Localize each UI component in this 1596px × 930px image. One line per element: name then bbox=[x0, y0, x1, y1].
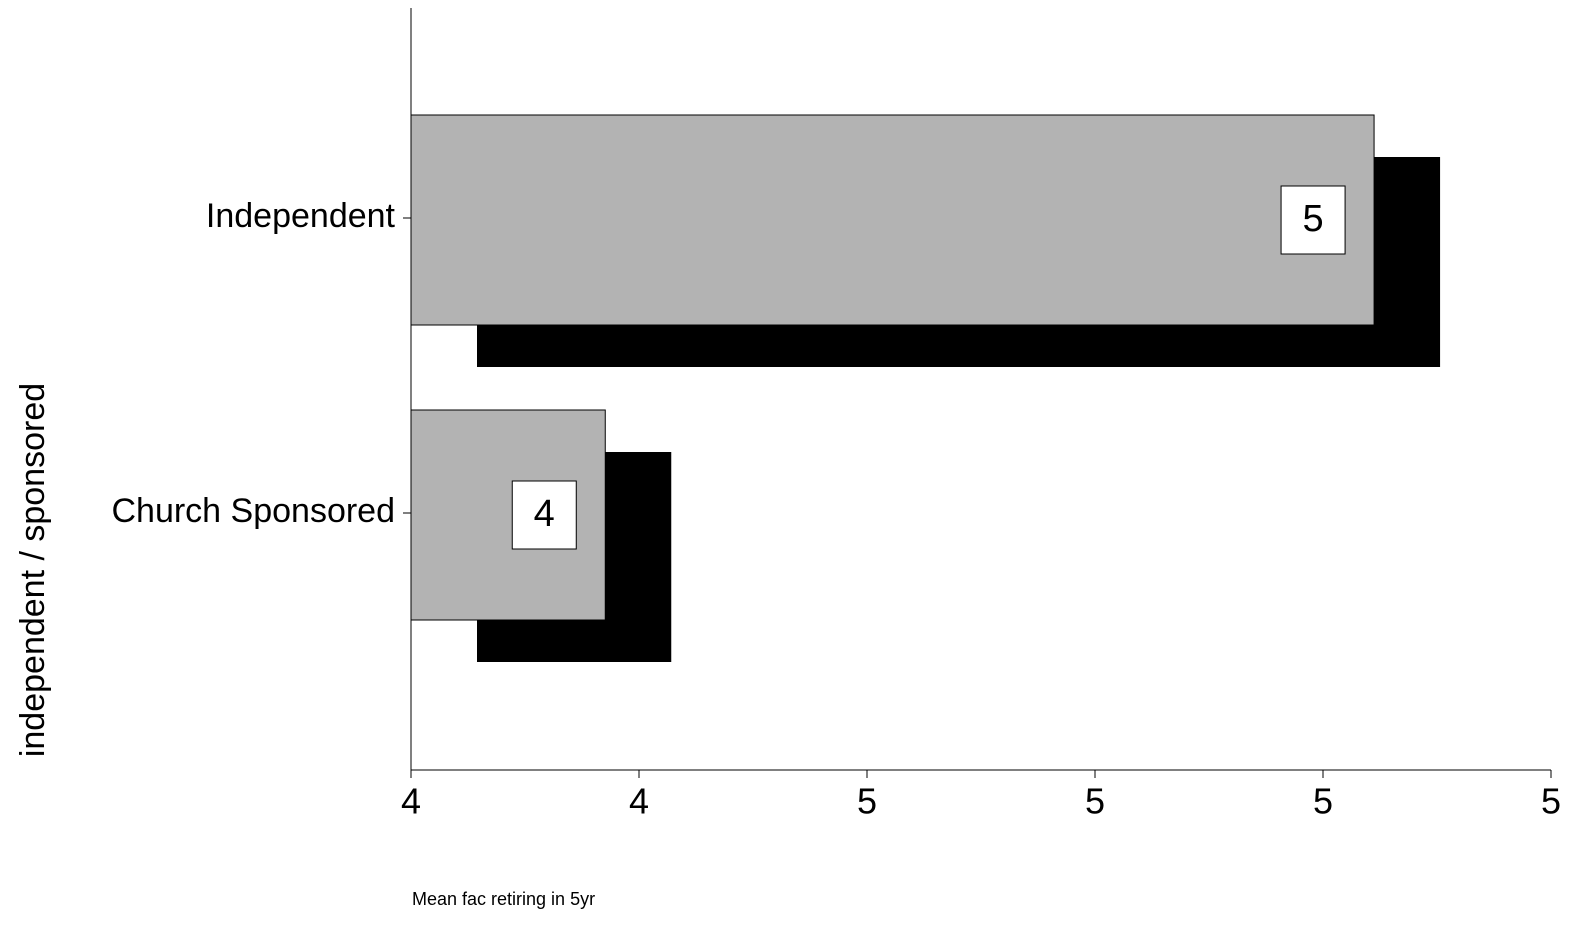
x-axis-title: Mean fac retiring in 5yr bbox=[412, 889, 595, 909]
x-tick-label: 5 bbox=[1085, 781, 1105, 822]
bar bbox=[410, 114, 1375, 326]
x-tick-label: 4 bbox=[401, 781, 421, 822]
y-axis-title: independent / sponsored bbox=[14, 383, 52, 757]
value-label: 4 bbox=[534, 493, 555, 535]
x-tick-label: 5 bbox=[1313, 781, 1333, 822]
x-tick-label: 5 bbox=[1541, 781, 1561, 822]
y-tick-label: Independent bbox=[206, 197, 396, 235]
y-tick-label: Church Sponsored bbox=[111, 492, 395, 530]
value-label-box bbox=[1280, 185, 1346, 255]
value-label-box bbox=[511, 480, 577, 550]
x-tick-label: 5 bbox=[857, 781, 877, 822]
x-tick-label: 4 bbox=[629, 781, 649, 822]
value-label: 5 bbox=[1303, 198, 1324, 240]
